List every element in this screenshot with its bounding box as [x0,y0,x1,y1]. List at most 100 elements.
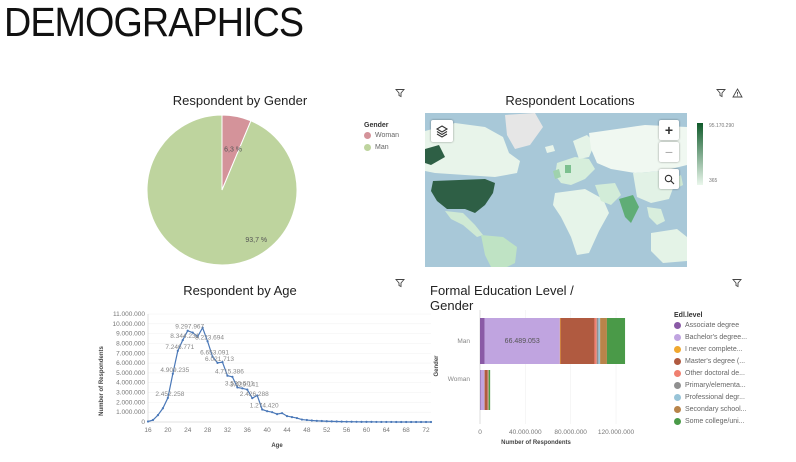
legend-item[interactable]: Professional degr... [674,391,747,403]
legend-item[interactable]: Master's degree (... [674,355,747,367]
age-point[interactable] [186,329,189,332]
age-point[interactable] [171,372,174,375]
age-point[interactable] [345,420,348,423]
age-point[interactable] [221,361,224,364]
age-point[interactable] [305,418,308,422]
age-point[interactable] [156,414,160,417]
age-point[interactable] [151,418,155,422]
age-point[interactable] [231,375,234,378]
education-legend: Edl.level Associate degree Bachelor's deg… [674,312,747,427]
pie-slice-man[interactable] [146,114,298,266]
age-point[interactable] [410,420,413,424]
age-point[interactable] [275,413,279,416]
edu-bar-segment[interactable] [484,318,560,364]
age-point[interactable] [290,415,294,419]
edu-bar-segment[interactable] [594,318,597,364]
respondent-map[interactable]: + − [425,113,687,267]
warning-icon[interactable] [730,86,744,100]
legend-swatch [674,369,681,377]
edu-bar-segment[interactable] [559,318,561,364]
age-point[interactable] [419,420,423,424]
age-point[interactable] [415,420,418,424]
edu-bar-segment[interactable] [488,370,489,410]
filter-icon[interactable] [393,276,407,290]
layers-icon[interactable] [431,120,453,142]
age-point[interactable] [211,355,214,358]
legend-item[interactable]: Primary/elementa... [674,379,747,391]
search-icon[interactable] [659,169,679,189]
age-point[interactable] [380,420,383,424]
age-point[interactable] [285,415,289,418]
age-point[interactable] [280,412,284,415]
age-series-line[interactable] [147,326,432,423]
age-point[interactable] [161,407,164,410]
filter-icon[interactable] [393,86,407,100]
edu-bar-segment[interactable] [598,318,601,364]
age-point[interactable] [375,420,378,424]
edu-bar-segment[interactable] [488,370,491,410]
legend-item[interactable]: Other doctoral de... [674,367,747,379]
edu-bar-segment[interactable] [560,318,595,364]
age-point[interactable] [330,420,333,423]
age-point[interactable] [295,416,299,420]
age-point[interactable] [350,420,353,423]
age-point[interactable] [256,394,259,397]
filter-icon[interactable] [714,86,728,100]
age-point[interactable] [385,420,388,424]
age-point[interactable] [271,411,274,414]
edu-bar-segment[interactable] [596,318,599,364]
age-point[interactable] [181,338,184,342]
legend-item[interactable]: Some college/uni... [674,415,747,427]
legend-label: Primary/elementa... [685,381,746,389]
zoom-in-button[interactable]: + [659,120,679,140]
age-point[interactable] [360,420,363,423]
age-point[interactable] [241,387,244,390]
filter-icon[interactable] [730,276,744,290]
age-point[interactable] [400,420,403,424]
age-point[interactable] [315,419,318,422]
zoom-out-button[interactable]: − [659,142,679,162]
age-data-label: 9.297.967 [175,324,204,331]
age-point[interactable] [246,388,249,391]
age-point[interactable] [226,374,229,377]
age-point[interactable] [355,420,358,423]
legend-item[interactable]: I never complete... [674,343,747,355]
age-point[interactable] [390,420,393,424]
age-point[interactable] [365,420,368,423]
age-point[interactable] [325,420,328,423]
edu-bar-segment[interactable] [606,318,626,364]
age-point[interactable] [176,349,179,352]
edu-bar-segment[interactable] [480,370,485,410]
age-point[interactable] [261,408,264,411]
legend-item-woman[interactable]: Woman [364,129,399,141]
age-point[interactable] [320,419,323,423]
age-point[interactable] [405,420,408,424]
age-point[interactable] [251,397,254,400]
age-point[interactable] [206,340,209,343]
age-point[interactable] [335,420,338,423]
legend-item-man[interactable]: Man [364,141,399,153]
age-point[interactable] [191,331,194,334]
legend-item[interactable]: Secondary school... [674,403,747,415]
age-point[interactable] [310,419,313,422]
legend-item[interactable]: Associate degree [674,319,747,331]
age-point[interactable] [340,420,343,423]
legend-item[interactable]: Bachelor's degree... [674,331,747,343]
edu-bar-segment[interactable] [480,370,481,410]
age-point[interactable] [201,326,204,329]
age-point[interactable] [429,420,433,424]
edu-bar-segment[interactable] [484,370,488,410]
age-point[interactable] [196,335,199,338]
age-point[interactable] [166,396,169,400]
edu-bar-segment[interactable] [600,318,607,364]
age-point[interactable] [216,361,219,364]
age-point[interactable] [266,410,269,413]
age-point[interactable] [236,386,239,389]
age-point[interactable] [370,420,373,424]
age-point[interactable] [300,418,304,421]
edu-bar-segment[interactable] [480,318,485,364]
age-point[interactable] [146,420,150,423]
age-point[interactable] [395,420,398,424]
age-point[interactable] [424,420,428,424]
age-data-label: 7.246.771 [165,344,194,351]
